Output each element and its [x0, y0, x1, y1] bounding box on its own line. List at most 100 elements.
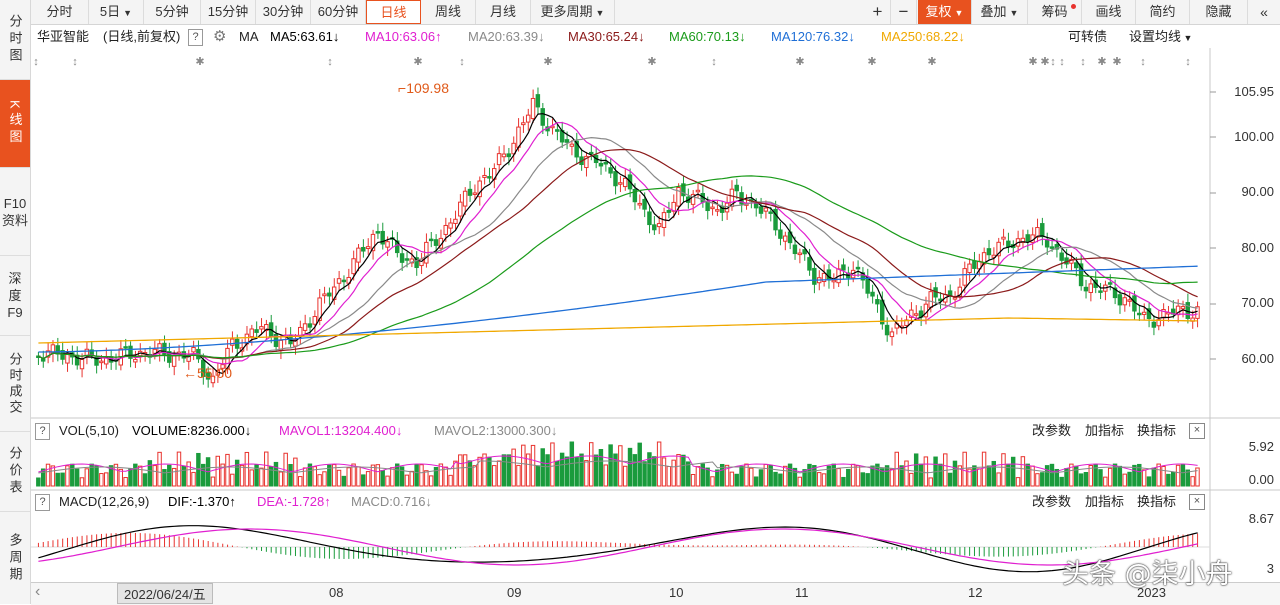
volume-swap-indicator[interactable]: 换指标: [1137, 423, 1177, 438]
overlay-label: 叠加: [980, 4, 1007, 19]
simple-button[interactable]: 简约: [1136, 0, 1190, 24]
macd-add-indicator[interactable]: 加指标: [1085, 494, 1125, 509]
candle-body: [365, 246, 371, 250]
event-marker-icon: ✱: [413, 56, 422, 68]
candle-body: [530, 97, 536, 120]
period-tab-60min[interactable]: 60分钟: [311, 0, 366, 24]
candle-body: [327, 292, 332, 297]
candle-body: [1006, 240, 1011, 248]
scroll-left-icon[interactable]: ‹: [35, 583, 41, 600]
gear-icon[interactable]: ⚙: [213, 28, 227, 45]
collapse-button[interactable]: «: [1248, 0, 1280, 24]
dea-text: DEA:-1.728: [257, 494, 325, 509]
candle-body: [511, 142, 516, 155]
sidebar-item-trades[interactable]: 分时成交: [0, 336, 30, 432]
candle-body: [1122, 297, 1127, 306]
candle-body: [467, 188, 473, 196]
candle-body: [361, 246, 366, 252]
volume-bar: [244, 451, 250, 487]
candle-body: [783, 235, 788, 242]
cursor-date: 2022/06/24/五: [117, 583, 213, 604]
volume-bar: [729, 471, 735, 487]
candle-body: [569, 143, 575, 147]
candle-body: [763, 207, 769, 212]
sidebar-item-f9[interactable]: 深度F9: [0, 256, 30, 336]
period-tab-fenshi[interactable]: 分时: [31, 0, 89, 24]
period-tab-more[interactable]: 更多周期 ▼: [531, 0, 615, 24]
volume-bar: [705, 467, 710, 487]
ma60-line: [38, 175, 1198, 360]
sidebar-item-price-table[interactable]: 分价表: [0, 432, 30, 512]
volume-change-params[interactable]: 改参数: [1032, 423, 1072, 438]
macd-change-params[interactable]: 改参数: [1032, 494, 1072, 509]
period-label: 15分钟: [207, 4, 249, 19]
candle-body: [1098, 290, 1103, 293]
candle-body: [302, 323, 308, 331]
candle-body: [802, 249, 807, 255]
candle-body: [1195, 306, 1200, 319]
candle-body: [957, 286, 963, 297]
overlay-button[interactable]: 叠加 ▼: [972, 0, 1028, 24]
arrow-down-icon: ↓: [848, 29, 855, 44]
period-tab-weekly[interactable]: 周线: [421, 0, 476, 24]
low-annotation: ←55.00: [183, 365, 232, 381]
volume-bar: [133, 463, 138, 487]
price-axis: 105.95 100.00 90.00 80.00 70.00 60.00: [1210, 0, 1280, 604]
volume-bar: [865, 473, 870, 487]
volume-bar: [428, 475, 434, 487]
volume-panel-header: ? VOL(5,10) VOLUME:8236.000↓ MAVOL1:1320…: [31, 421, 1211, 441]
volume-bar: [104, 472, 109, 487]
candle-body: [1020, 237, 1026, 243]
set-ma-button[interactable]: 设置均线 ▼: [1129, 26, 1192, 49]
volume-add-indicator[interactable]: 加指标: [1085, 423, 1125, 438]
period-tab-monthly[interactable]: 月线: [476, 0, 531, 24]
event-marker-icon: ✱: [543, 56, 552, 68]
sidebar-item-fenshi[interactable]: 分时图: [0, 0, 30, 80]
convertible-bond-link[interactable]: 可转债: [1068, 29, 1108, 44]
zoom-in-button[interactable]: +: [865, 0, 891, 24]
candle-body: [79, 358, 85, 370]
sidebar-item-f10[interactable]: F10资料: [0, 168, 30, 256]
zoom-out-button[interactable]: −: [891, 0, 917, 24]
fuquan-label: 复权: [925, 4, 952, 19]
arrow-down-icon: ↓: [538, 29, 545, 44]
period-tab-daily[interactable]: 日线: [366, 0, 421, 24]
volume-help-button[interactable]: ?: [35, 423, 50, 440]
volume-bar: [836, 468, 841, 487]
draw-line-button[interactable]: 画线: [1082, 0, 1136, 24]
period-tab-30min[interactable]: 30分钟: [256, 0, 311, 24]
chips-button[interactable]: 筹码: [1028, 0, 1082, 24]
candle-body: [884, 324, 890, 336]
period-tab-15min[interactable]: 15分钟: [201, 0, 256, 24]
candle-body: [312, 316, 317, 325]
sidebar-item-kline[interactable]: K线图: [0, 80, 30, 168]
sidebar-item-multi-period[interactable]: 多周期: [0, 512, 30, 604]
volume-bar: [181, 465, 187, 487]
close-icon[interactable]: ×: [1189, 494, 1205, 510]
period-tab-5day[interactable]: 5日 ▼: [89, 0, 144, 24]
ma-label: MA: [239, 29, 259, 44]
candle-body: [870, 291, 875, 297]
close-icon[interactable]: ×: [1189, 423, 1205, 439]
fuquan-button[interactable]: 复权 ▼: [918, 0, 972, 24]
volume-bar: [870, 465, 875, 487]
sidebar-label: 多周期: [7, 532, 23, 584]
help-button[interactable]: ?: [188, 29, 203, 46]
volume-bar: [157, 451, 162, 487]
volume-bar: [1132, 464, 1137, 487]
candle-body: [622, 177, 628, 188]
volume-bar: [1083, 472, 1089, 487]
volume-text: VOLUME:8236.000: [132, 423, 245, 438]
macd-help-button[interactable]: ?: [35, 494, 50, 511]
macd-swap-indicator[interactable]: 换指标: [1137, 494, 1177, 509]
candle-body: [778, 229, 783, 239]
hide-button[interactable]: 隐藏: [1190, 0, 1248, 24]
period-tab-5min[interactable]: 5分钟: [144, 0, 201, 24]
volume-bar: [875, 463, 880, 487]
volume-bar: [913, 453, 919, 487]
candle-body: [201, 359, 206, 377]
volume-bar: [45, 463, 51, 487]
volume-bar: [947, 472, 953, 487]
volume-bar: [700, 463, 705, 487]
